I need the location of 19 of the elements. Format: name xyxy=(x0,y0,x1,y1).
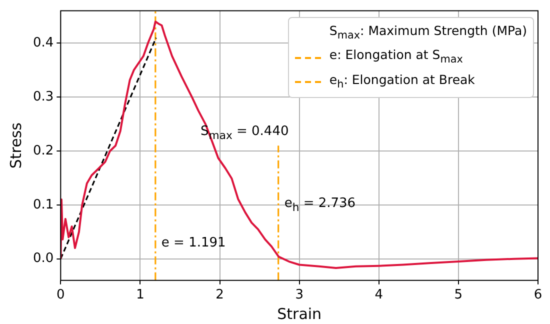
x-tick-label: 1 xyxy=(136,288,144,303)
legend-label: e$_{h}$: Elongation at Break xyxy=(329,70,475,92)
legend-label: e: Elongation at S$_{max}$ xyxy=(329,46,463,68)
y-tick-label: 0.2 xyxy=(32,143,54,158)
x-axis-title: Strain xyxy=(277,304,322,323)
x-tick-label: 6 xyxy=(534,288,542,303)
x-tick-label: 3 xyxy=(295,288,304,303)
annotation: e$_{h}$ = 2.736 xyxy=(284,196,356,214)
x-tick-label: 4 xyxy=(374,288,384,303)
x-tick-label: 2 xyxy=(216,288,224,303)
x-tick-label: 5 xyxy=(454,288,463,303)
x-tick-label: 0 xyxy=(56,288,65,303)
y-axis-title: Stress xyxy=(6,122,25,169)
legend-title: S$_{max}$: Maximum Strength (MPa) xyxy=(329,22,527,44)
annotation: e = 1.191 xyxy=(161,235,226,250)
y-tick-label: 0.3 xyxy=(32,89,54,104)
y-tick-label: 0.0 xyxy=(32,251,54,266)
y-tick-label: 0.1 xyxy=(32,197,54,212)
y-tick-label: 0.4 xyxy=(32,36,54,51)
